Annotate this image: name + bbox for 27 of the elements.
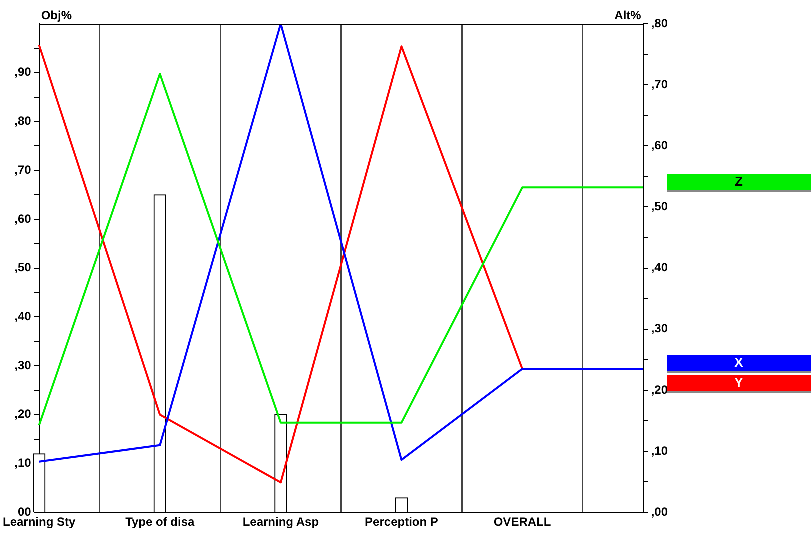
y-tick-label: ,70 [14,162,32,177]
y2-tick-label: ,50 [651,200,668,214]
text: Y [667,375,811,394]
y2-tick-label: ,30 [651,322,668,336]
y-tick-label: ,20 [14,407,32,422]
y2-tick-label: ,00 [651,504,668,519]
x-tick-label: Learning Asp [242,515,320,530]
x-tick-label: OVERALL [494,515,552,530]
y-tick-label: ,30 [14,358,32,372]
y2-axis-title: Alt% [614,8,642,22]
y2-tick-label: ,20 [651,382,668,397]
y-tick-label: ,90 [14,65,32,80]
y2-tick-label: ,10 [651,444,668,458]
x-tick-label: Type of disa [126,515,196,530]
y-tick-label: ,40 [14,309,32,324]
y2-tick-label: ,80 [651,16,668,30]
y-tick-label: ,80 [14,114,32,128]
y2-tick-label: ,70 [651,77,668,92]
y-tick-label: ,60 [14,212,32,226]
y2-tick-label: ,40 [651,260,668,275]
x-tick-label: Perception P [365,515,438,530]
text: X [667,355,811,374]
y-tick-label: ,50 [14,260,32,275]
y2-tick-label: ,60 [651,138,668,152]
text: Z [667,174,811,192]
y-tick-label: ,10 [14,456,32,470]
y-axis-title: Obj% [41,8,72,22]
